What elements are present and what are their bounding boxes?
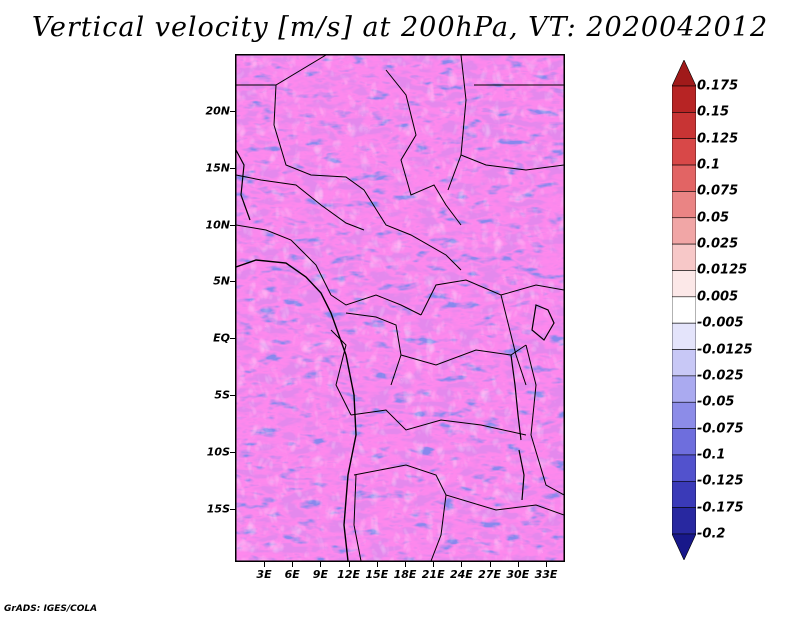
- lon-tick: [292, 562, 294, 567]
- colorbar-swatch: [671, 191, 697, 219]
- lat-label: 20N: [205, 104, 230, 118]
- lon-label: 15E: [365, 568, 389, 581]
- colorbar-swatch: [671, 243, 697, 271]
- colorbar-swatch: [671, 428, 697, 456]
- colorbar-label: 0.15: [697, 104, 730, 120]
- lon-label: 33E: [534, 568, 558, 581]
- lon-tick: [264, 562, 265, 567]
- colorbar-label: -0.2: [697, 526, 726, 542]
- country-borders: [236, 55, 564, 561]
- colorbar-label: 0.0125: [697, 262, 748, 278]
- field-contours: [236, 55, 564, 561]
- lat-label: 10S: [206, 445, 230, 459]
- lat-label: 5N: [213, 274, 230, 288]
- colorbar-label: -0.025: [697, 368, 744, 384]
- colorbar-label: -0.1: [697, 447, 726, 463]
- lat-label: 5S: [214, 388, 230, 402]
- colorbar-label: -0.005: [697, 315, 744, 331]
- lat-label: 15S: [206, 502, 230, 516]
- lat-tick: [230, 338, 235, 340]
- lat-tick: [230, 395, 235, 396]
- lat-tick: [230, 281, 235, 283]
- map-panel: [235, 54, 565, 562]
- colorbar-swatch: [671, 375, 697, 403]
- lon-tick: [517, 562, 519, 567]
- colorbar-label: -0.05: [697, 394, 735, 410]
- colorbar-label: -0.075: [697, 421, 744, 437]
- footer-credit: GrADS: IGES/COLA: [4, 604, 98, 614]
- colorbar-swatch: [671, 112, 697, 140]
- colorbar-swatch: [671, 533, 697, 561]
- colorbar-swatch: [671, 217, 697, 245]
- colorbar-swatch: [671, 454, 697, 482]
- colorbar-label: -0.125: [697, 473, 744, 489]
- lat-label: 15N: [205, 161, 230, 175]
- colorbar-swatch: [671, 270, 697, 298]
- colorbar-label: 0.125: [697, 131, 739, 147]
- lon-tick: [546, 562, 547, 567]
- atlantic-coastline: [236, 259, 357, 561]
- lon-tick: [405, 562, 406, 567]
- colorbar-swatch: [671, 296, 697, 324]
- lon-tick: [433, 562, 435, 567]
- lon-tick: [461, 562, 463, 567]
- lon-label: 27E: [478, 568, 502, 581]
- vertical-velocity-field: [236, 55, 564, 561]
- lon-label: 6E: [284, 568, 300, 581]
- lat-label: 10N: [205, 218, 230, 232]
- lon-tick: [348, 562, 350, 567]
- lat-tick: [230, 167, 235, 169]
- colorbar-label: 0.005: [697, 289, 739, 305]
- colorbar-label: 0.175: [697, 78, 739, 94]
- west-africa-coastline: [236, 149, 251, 221]
- lon-tick: [376, 562, 378, 567]
- colorbar-label: 0.025: [697, 236, 739, 252]
- chart-title: Vertical velocity [m/s] at 200hPa, VT: 2…: [31, 12, 769, 43]
- colorbar-label: 0.1: [697, 157, 721, 173]
- lon-label: 18E: [393, 568, 417, 581]
- lon-label: 30E: [506, 568, 530, 581]
- colorbar-swatch: [671, 480, 697, 508]
- lakes: [510, 304, 555, 501]
- colorbar-swatch: [671, 401, 697, 429]
- lat-tick: [230, 451, 235, 453]
- lat-tick: [230, 508, 235, 510]
- colorbar: [671, 59, 697, 564]
- colorbar-swatch: [671, 138, 697, 166]
- colorbar-label: -0.175: [697, 500, 744, 516]
- colorbar-swatch: [671, 507, 697, 535]
- lat-label: EQ: [213, 331, 230, 345]
- colorbar-swatch: [671, 85, 697, 113]
- lat-tick: [230, 111, 235, 112]
- colorbar-swatch: [671, 59, 697, 87]
- colorbar-swatch: [671, 349, 697, 377]
- lon-label: 12E: [337, 568, 361, 581]
- lon-label: 3E: [256, 568, 272, 581]
- lon-label: 9E: [312, 568, 328, 581]
- lat-tick: [230, 224, 235, 226]
- lon-label: 24E: [449, 568, 473, 581]
- colorbar-swatches: [671, 59, 697, 561]
- lon-label: 21E: [421, 568, 445, 581]
- colorbar-label: 0.075: [697, 183, 739, 199]
- colorbar-label: 0.05: [697, 210, 730, 226]
- lon-tick: [489, 562, 491, 567]
- lon-tick: [320, 562, 322, 567]
- colorbar-swatch: [671, 322, 697, 350]
- colorbar-swatch: [671, 164, 697, 192]
- colorbar-label: -0.0125: [697, 342, 753, 358]
